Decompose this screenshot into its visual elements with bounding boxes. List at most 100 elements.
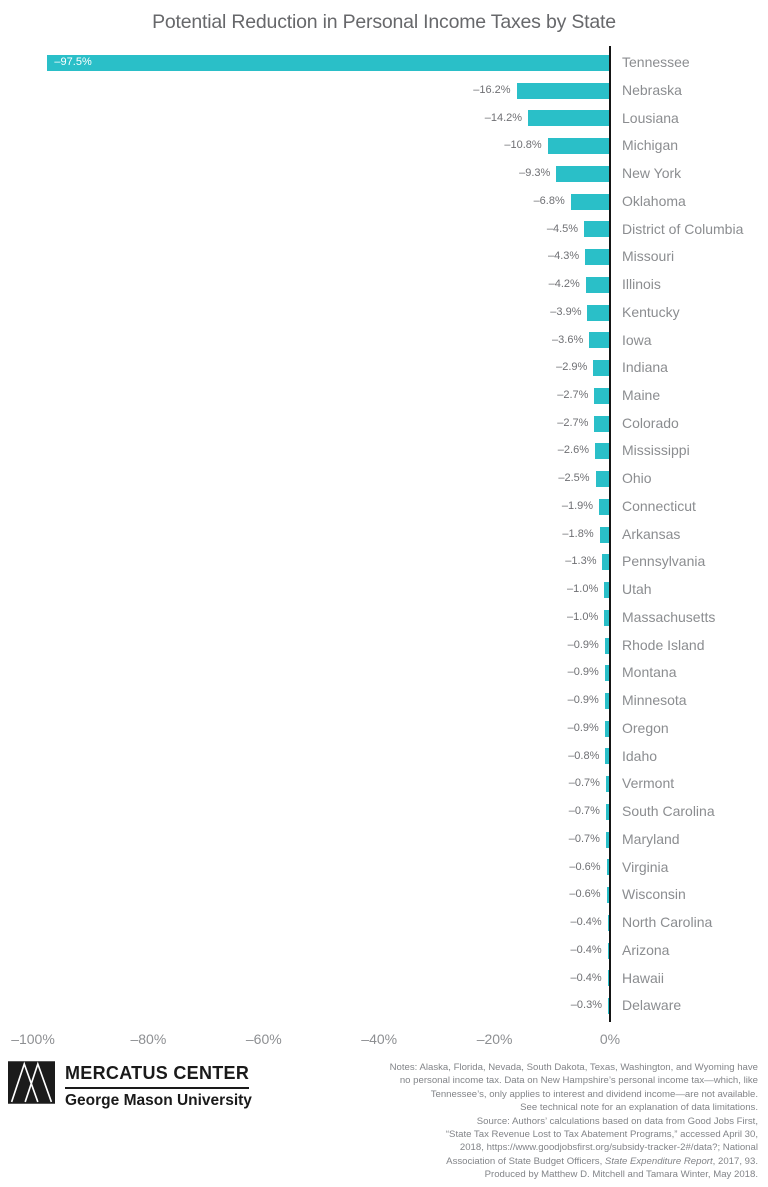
bar-row: –0.7% Vermont	[0, 770, 768, 798]
bar-row: –4.2% Illinois	[0, 271, 768, 299]
state-label: New York	[622, 165, 682, 182]
bar	[516, 82, 610, 99]
state-label: Idaho	[622, 747, 658, 764]
bar-row: –9.3% New York	[0, 160, 768, 188]
value-label: –0.9%	[567, 721, 599, 734]
bar-row: –0.9% Minnesota	[0, 687, 768, 715]
bar-row: –10.8% Michigan	[0, 132, 768, 160]
value-label: –4.3%	[548, 250, 580, 263]
bar-row: –3.6% Iowa	[0, 327, 768, 355]
bar-row: –6.8% Oklahoma	[0, 188, 768, 216]
state-label: Connecticut	[622, 497, 696, 514]
mercatus-logo-text: MERCATUS CENTER George Mason University	[65, 1061, 252, 1110]
value-label: –1.8%	[562, 527, 594, 540]
bar	[604, 720, 610, 737]
bar-row: –0.4% North Carolina	[0, 909, 768, 937]
state-label: District of Columbia	[622, 220, 744, 237]
value-label: –0.7%	[568, 832, 600, 845]
state-label: Delaware	[622, 997, 682, 1014]
bar-row: –2.9% Indiana	[0, 354, 768, 382]
bar	[47, 54, 610, 71]
value-label: –0.4%	[570, 971, 602, 984]
logo-subtitle: George Mason University	[65, 1092, 252, 1109]
notes-line: Tennessee’s, only applies to interest an…	[430, 1088, 758, 1100]
bar-row: –4.5% District of Columbia	[0, 216, 768, 244]
value-label: –2.7%	[557, 416, 589, 429]
state-label: Colorado	[622, 414, 679, 431]
zero-axis-line	[609, 46, 611, 1022]
state-label: Michigan	[622, 137, 679, 154]
value-label: –2.9%	[556, 361, 588, 374]
bar-row: –0.7% South Carolina	[0, 798, 768, 826]
bar	[594, 387, 610, 404]
value-label: –2.5%	[558, 472, 590, 485]
x-axis-tick-label: –60%	[245, 1031, 282, 1047]
bar-row: –1.0% Massachusetts	[0, 604, 768, 632]
bar	[602, 554, 610, 571]
value-label: –0.3%	[570, 999, 602, 1012]
state-label: Ohio	[622, 470, 652, 487]
state-label: Maryland	[622, 830, 680, 847]
state-label: Missouri	[622, 248, 675, 265]
state-label: Rhode Island	[622, 636, 705, 653]
value-label: –1.0%	[567, 610, 599, 623]
state-label: Mississippi	[622, 442, 690, 459]
value-label: –3.6%	[552, 333, 584, 346]
value-label: –6.8%	[533, 194, 565, 207]
value-label: –0.9%	[567, 666, 599, 679]
bar-row: –0.7% Maryland	[0, 826, 768, 854]
state-label: Minnesota	[622, 692, 687, 709]
bar	[605, 776, 610, 793]
bar	[528, 110, 610, 127]
bar-row: –3.9% Kentucky	[0, 299, 768, 327]
bar	[604, 609, 610, 626]
mercatus-logo: MERCATUS CENTER George Mason University	[8, 1061, 252, 1110]
bar	[587, 304, 610, 321]
notes-line: Source: Authors’ calculations based on d…	[476, 1115, 758, 1127]
bar-row: –2.7% Colorado	[0, 410, 768, 438]
bar-row: –1.8% Arkansas	[0, 521, 768, 549]
state-label: Pennsylvania	[622, 553, 706, 570]
bar	[606, 887, 610, 904]
value-label: –9.3%	[519, 167, 551, 180]
state-label: Vermont	[622, 775, 675, 792]
notes-line: Association of State Budget Officers, St…	[446, 1155, 758, 1167]
value-label: –2.6%	[557, 444, 589, 457]
bar-row: –1.3% Pennsylvania	[0, 548, 768, 576]
value-label: –0.7%	[568, 777, 600, 790]
chart-title: Potential Reduction in Personal Income T…	[152, 11, 616, 33]
state-label: Lousiana	[622, 109, 679, 126]
state-label: Indiana	[622, 359, 668, 376]
bar	[595, 471, 610, 488]
bar-row: –2.5% Ohio	[0, 465, 768, 493]
state-label: Nebraska	[622, 81, 682, 98]
bar-row: –1.9% Connecticut	[0, 493, 768, 521]
bar-row: –4.3% Missouri	[0, 243, 768, 271]
bar	[604, 693, 610, 709]
value-label: –0.9%	[567, 638, 599, 651]
bar	[589, 332, 610, 349]
state-label: North Carolina	[622, 914, 713, 931]
bar-row: –14.2% Lousiana	[0, 105, 768, 133]
state-label: Oklahoma	[622, 192, 686, 209]
state-label: Virginia	[622, 858, 669, 875]
value-label: –0.8%	[568, 749, 600, 762]
state-label: Oregon	[622, 719, 669, 736]
x-axis-tick-label: –20%	[476, 1031, 513, 1047]
value-label: –10.8%	[504, 139, 542, 152]
state-label: Massachusetts	[622, 608, 716, 625]
value-label: –4.2%	[548, 278, 580, 291]
notes-line: 2018, https://www.goodjobsfirst.org/subs…	[459, 1142, 758, 1154]
state-label: Iowa	[622, 331, 652, 348]
bar-row: –97.5% Tennessee	[0, 49, 768, 77]
state-label: Arkansas	[622, 525, 681, 542]
notes-line: Notes: Alaska, Florida, Nevada, South Da…	[389, 1062, 758, 1073]
value-label: –0.6%	[569, 860, 601, 873]
value-label: –14.2%	[484, 111, 523, 124]
bar	[594, 443, 610, 460]
state-label: Arizona	[622, 941, 670, 958]
bar	[599, 498, 610, 515]
value-label: –0.7%	[568, 805, 600, 818]
state-label: South Carolina	[622, 803, 715, 820]
